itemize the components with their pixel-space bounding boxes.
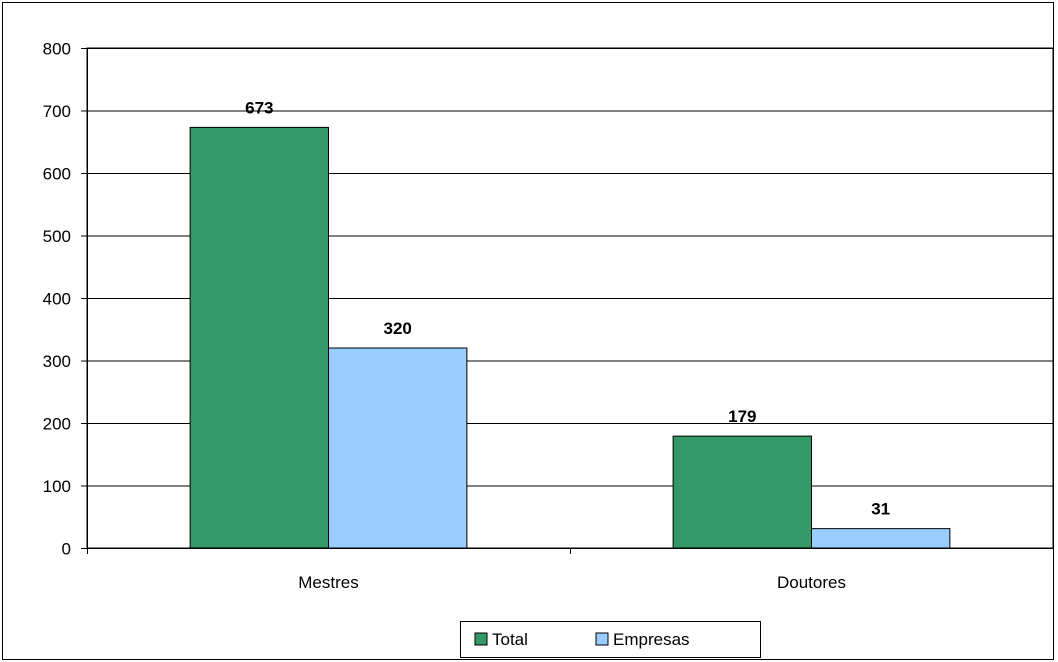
x-category-label: Mestres: [298, 573, 358, 592]
y-tick-label: 0: [62, 540, 71, 559]
bar-empresas-doutores: [811, 528, 951, 549]
legend-box: [460, 621, 761, 658]
labels: 0 100 200 300 400 500 600 700 800 673 320 Mestres 17…: [43, 40, 891, 593]
legend-label-empresas: Empresas: [613, 630, 690, 649]
bars: [189, 126, 951, 549]
bar-empresas-mestres: [328, 347, 468, 549]
legend-swatch-empresas: [595, 632, 609, 646]
y-tick-label: 200: [43, 415, 71, 434]
y-tick-label: 100: [43, 477, 71, 496]
bar-total-doutores: [672, 435, 812, 549]
x-category-label: Doutores: [777, 573, 846, 592]
legend: Total Empresas: [460, 621, 761, 658]
data-label: 320: [384, 319, 412, 338]
y-tick-label: 500: [43, 227, 71, 246]
legend-label-total: Total: [492, 630, 528, 649]
data-label: 673: [245, 98, 273, 117]
y-tick-label: 700: [43, 102, 71, 121]
data-label: 179: [728, 407, 756, 426]
legend-swatch-total: [474, 632, 488, 646]
y-tick-label: 400: [43, 290, 71, 309]
y-tick-label: 600: [43, 165, 71, 184]
bar-total-mestres: [189, 126, 329, 549]
y-tick-label: 800: [43, 40, 71, 59]
data-label: 31: [871, 500, 890, 519]
y-tick-label: 300: [43, 352, 71, 371]
